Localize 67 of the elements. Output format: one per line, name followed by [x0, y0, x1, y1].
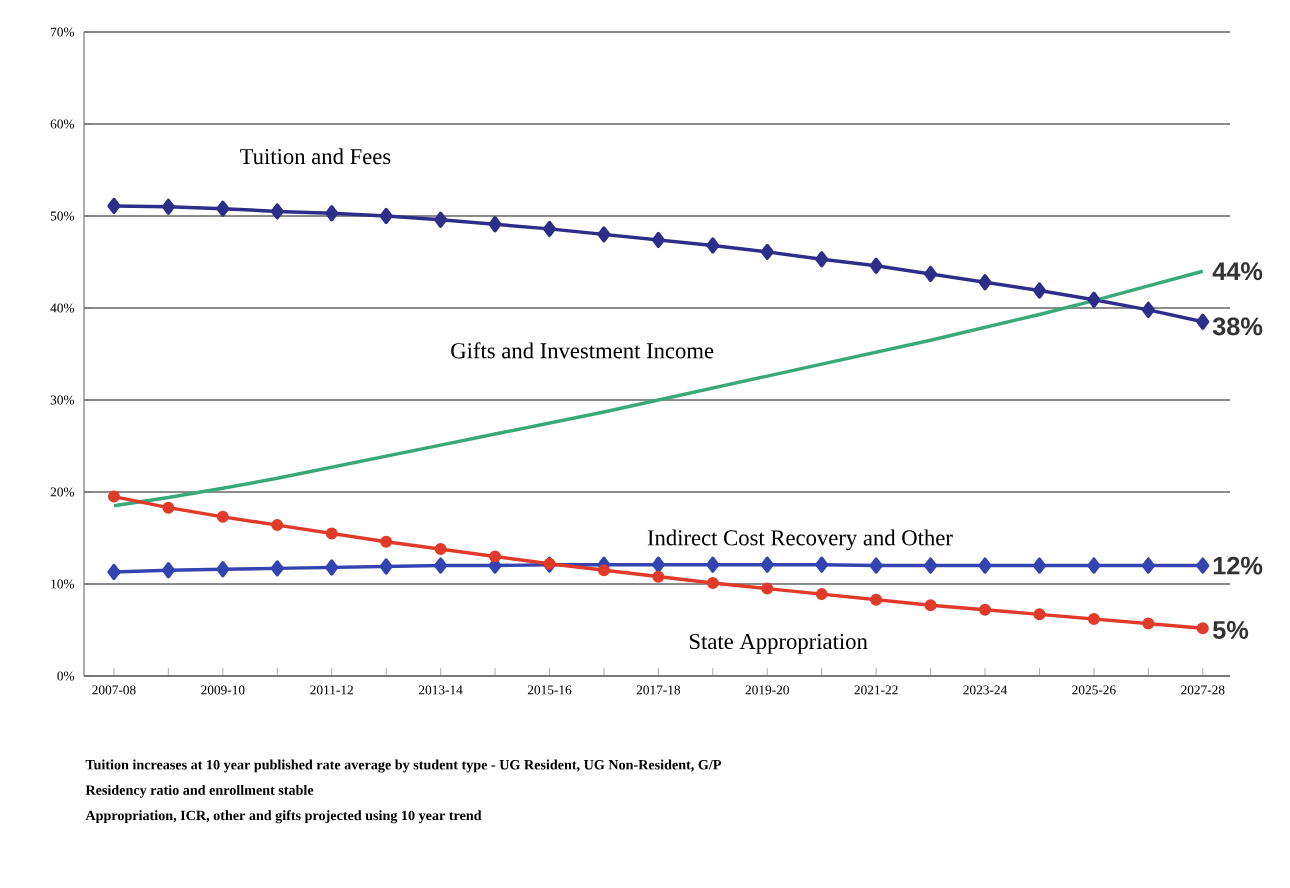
point	[162, 501, 175, 514]
point	[1087, 612, 1100, 625]
point	[815, 556, 829, 573]
point	[1196, 557, 1210, 574]
point	[761, 582, 774, 595]
point	[379, 558, 393, 575]
point	[542, 220, 557, 238]
point	[651, 231, 665, 249]
point	[1196, 313, 1210, 330]
point	[652, 570, 665, 583]
annotation: 5%	[1213, 621, 1249, 639]
point	[270, 560, 284, 577]
point	[434, 557, 448, 574]
point	[706, 237, 720, 254]
series-label: Gifts and Investment Income	[451, 342, 714, 359]
point	[651, 556, 665, 573]
point	[270, 203, 284, 220]
point	[978, 557, 992, 574]
point	[1087, 557, 1101, 574]
point	[325, 527, 338, 540]
point	[107, 563, 121, 581]
point	[1141, 557, 1155, 574]
annotation: 12%	[1213, 556, 1263, 575]
point	[869, 257, 883, 274]
point	[706, 577, 719, 590]
point	[216, 200, 230, 217]
annotation: 38%	[1212, 317, 1263, 336]
point	[1032, 282, 1046, 299]
point	[380, 535, 393, 548]
point	[325, 205, 339, 222]
point	[434, 543, 447, 556]
point	[1141, 301, 1155, 318]
point	[379, 207, 393, 225]
point	[107, 490, 120, 503]
point	[760, 556, 774, 573]
point	[924, 265, 938, 283]
point	[924, 557, 938, 574]
point	[1142, 617, 1155, 630]
point	[869, 557, 883, 574]
point	[1087, 291, 1101, 308]
annotation: 44%	[1212, 262, 1263, 281]
point	[1032, 557, 1046, 574]
point	[924, 599, 937, 612]
point	[1196, 622, 1209, 635]
point	[488, 216, 502, 233]
series-label: Tuition and Fees	[240, 148, 391, 165]
point	[1033, 608, 1046, 621]
point	[979, 603, 992, 616]
point	[271, 519, 284, 532]
point	[216, 510, 229, 523]
point	[870, 593, 883, 606]
point	[161, 562, 175, 579]
point	[216, 561, 230, 578]
point	[107, 197, 121, 215]
point	[706, 556, 720, 573]
point	[815, 588, 828, 601]
series-label: State Appropriation	[689, 633, 868, 654]
point	[597, 564, 610, 577]
point	[161, 198, 175, 215]
point	[597, 226, 611, 243]
point	[760, 243, 774, 261]
point	[489, 550, 502, 563]
point	[815, 251, 829, 268]
point	[434, 211, 448, 228]
point	[978, 274, 992, 291]
point	[325, 559, 339, 576]
series-label: Indirect Cost Recovery and Other	[647, 529, 953, 551]
